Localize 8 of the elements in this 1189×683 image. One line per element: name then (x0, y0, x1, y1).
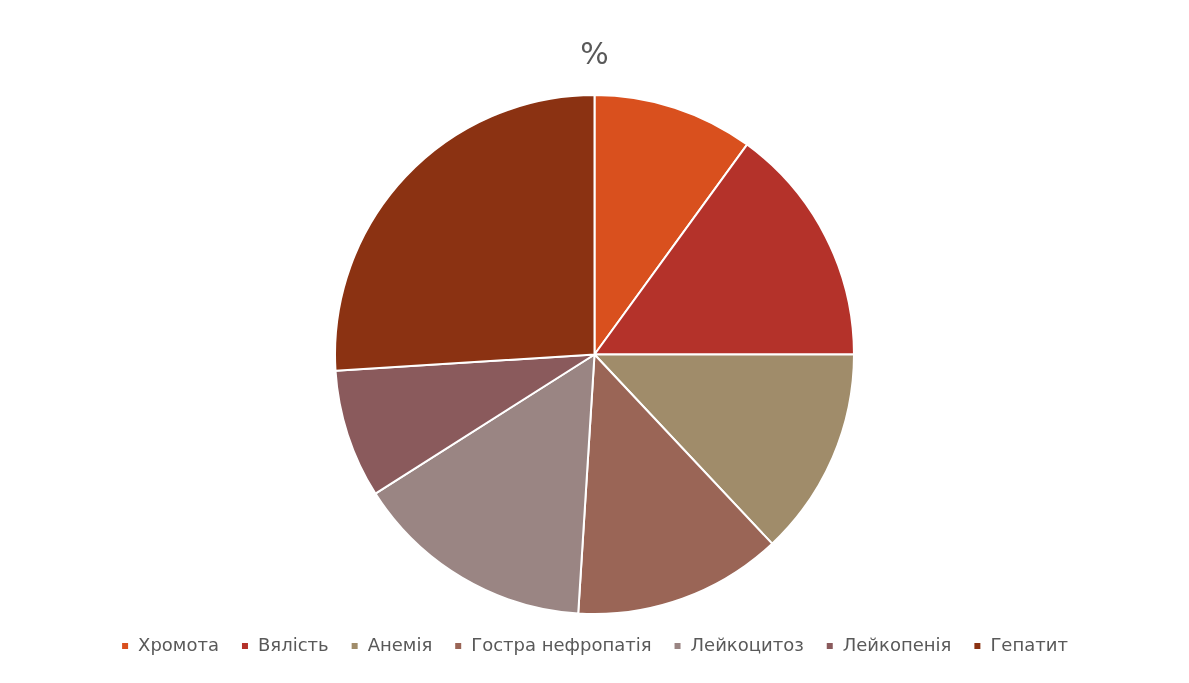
legend-label: Гостра нефропатія (471, 633, 652, 655)
legend-label: Лейкопенія (842, 633, 952, 655)
legend-label: Гепатит (990, 633, 1068, 655)
legend-label: Анемія (367, 633, 433, 655)
legend-label: Лейкоцитоз (690, 633, 804, 655)
legend-label: Вялість (257, 633, 329, 655)
chart-title: % (580, 35, 609, 71)
legend-label: Хромота (138, 633, 219, 655)
